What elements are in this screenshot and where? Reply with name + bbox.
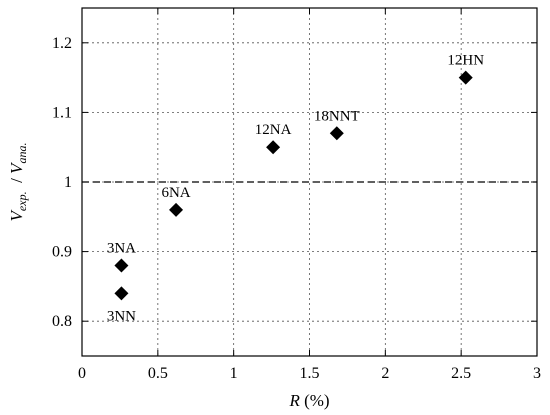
point-label-12NA: 12NA <box>255 122 292 138</box>
y-label-denominator-sub: ana. <box>15 143 29 164</box>
data-point-6NA <box>169 202 184 217</box>
data-point-18NNT <box>329 126 344 141</box>
y-tick-label-4: 1.2 <box>52 35 72 52</box>
y-axis-label: Vexp. / Vana. <box>7 143 29 222</box>
data-point-3NN <box>114 286 129 301</box>
x-axis-ticks: 0 0.5 1 1.5 2 2.5 3 <box>78 8 541 382</box>
x-axis-label-symbol: R <box>288 391 300 410</box>
data-point-12NA <box>266 140 281 155</box>
y-label-denominator: V <box>7 161 26 174</box>
y-tick-label-2: 1 <box>64 174 72 191</box>
point-label-3NA: 3NA <box>107 241 136 257</box>
x-tick-label-4: 2 <box>381 365 389 382</box>
data-points: 3NN 3NA 6NA 12NA 18NNT 12HN <box>107 53 484 325</box>
y-tick-label-0: 0.8 <box>52 313 72 330</box>
y-axis-ticks: 0.8 0.9 1 1.1 1.2 <box>52 35 537 330</box>
y-label-numerator-sub: exp. <box>15 191 29 211</box>
x-tick-label-2: 1 <box>230 365 238 382</box>
grid <box>82 8 537 356</box>
x-axis-label-unit: (%) <box>300 391 330 410</box>
y-tick-label-3: 1.1 <box>52 104 72 121</box>
y-tick-label-1: 0.9 <box>52 244 72 261</box>
x-axis-label: R (%) <box>288 391 329 410</box>
x-tick-label-0: 0 <box>78 365 86 382</box>
point-label-12HN: 12HN <box>447 53 484 69</box>
data-point-3NA <box>114 258 129 273</box>
data-point-12HN <box>458 70 473 85</box>
x-tick-label-3: 1.5 <box>300 365 320 382</box>
x-tick-label-1: 0.5 <box>148 365 168 382</box>
x-tick-label-5: 2.5 <box>451 365 471 382</box>
y-label-numerator: V <box>7 208 26 221</box>
y-label-slash: / <box>7 174 26 191</box>
point-label-3NN: 3NN <box>107 308 136 324</box>
point-label-6NA: 6NA <box>161 185 190 201</box>
point-label-18NNT: 18NNT <box>314 108 360 124</box>
x-tick-label-6: 3 <box>533 365 541 382</box>
